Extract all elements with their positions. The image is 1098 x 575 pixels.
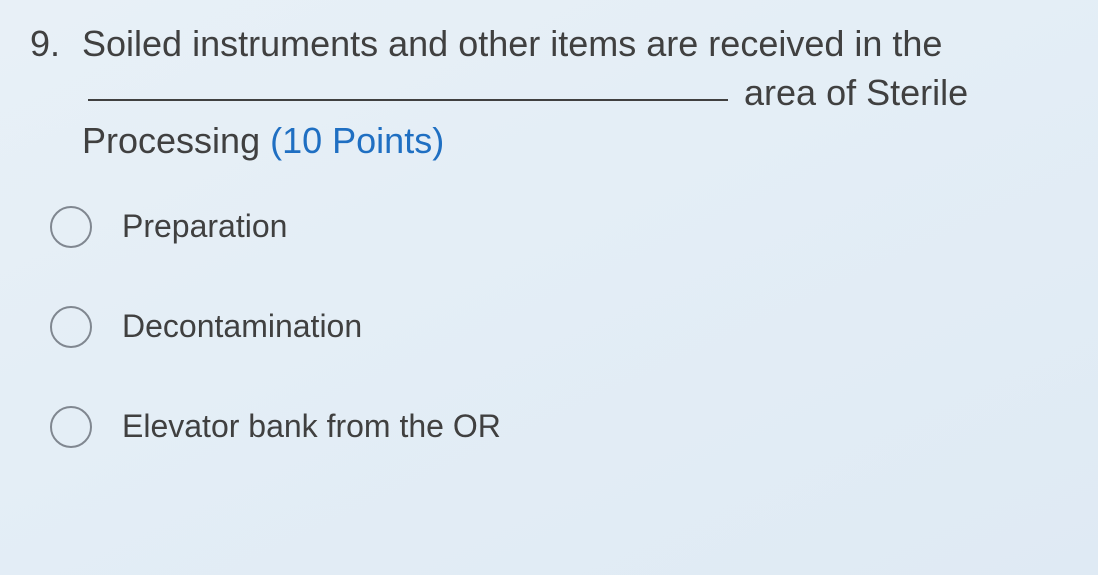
option-label: Preparation (122, 208, 287, 245)
option-label: Elevator bank from the OR (122, 408, 501, 445)
question-number: 9. (30, 20, 82, 69)
question-text-after: area of Sterile Processing (82, 72, 968, 162)
options-list: Preparation Decontamination Elevator ban… (30, 206, 1068, 448)
option-label: Decontamination (122, 308, 362, 345)
question-text: Soiled instruments and other items are r… (82, 20, 1068, 166)
radio-icon[interactable] (50, 306, 92, 348)
radio-icon[interactable] (50, 406, 92, 448)
fill-in-blank (88, 99, 728, 101)
option-elevator-bank[interactable]: Elevator bank from the OR (50, 406, 1068, 448)
question-text-before: Soiled instruments and other items are r… (82, 23, 942, 64)
option-decontamination[interactable]: Decontamination (50, 306, 1068, 348)
question-block: 9. Soiled instruments and other items ar… (30, 20, 1068, 166)
points-label: (10 Points) (270, 120, 444, 161)
radio-icon[interactable] (50, 206, 92, 248)
option-preparation[interactable]: Preparation (50, 206, 1068, 248)
